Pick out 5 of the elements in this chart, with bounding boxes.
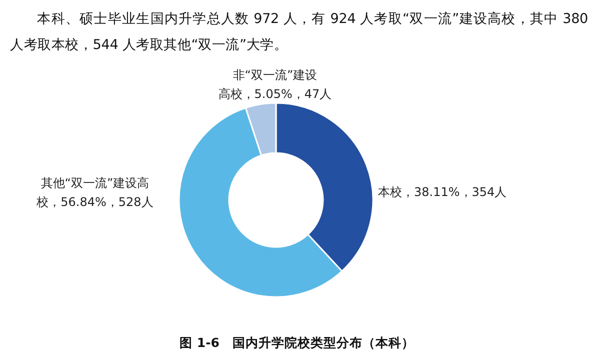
slice-label: 本校，38.11%，354人 [378, 185, 507, 199]
slice-label: 其他“双一流”建设高校，56.84%，528人 [36, 176, 154, 209]
text: 图 1-6 国内升学院校类型分布（本科） [180, 335, 414, 350]
text: 本科、硕士毕业生国内升学总人数 972 人，有 924 人考取“双一流”建设高校，其中 380 人考取本校，544 人考取其他“双一流”大学。 [10, 10, 588, 55]
slice-label: 非“双一流”建设高校，5.05%，47人 [218, 68, 332, 101]
